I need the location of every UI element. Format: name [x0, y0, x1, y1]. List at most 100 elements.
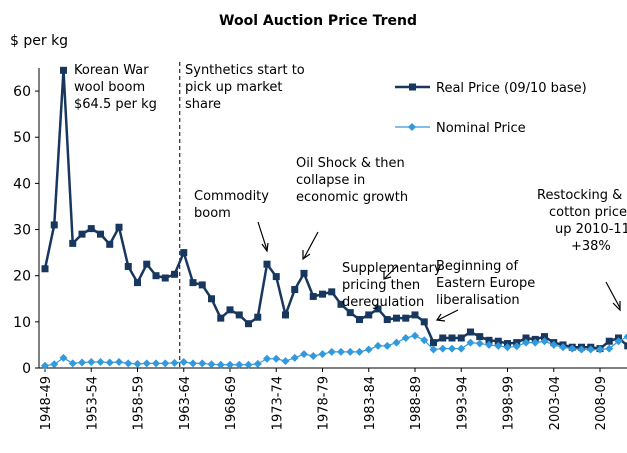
- marker: [420, 336, 429, 345]
- marker: [485, 336, 493, 344]
- legend-label: Nominal Price: [436, 121, 526, 136]
- annotation: $64.5 per kg: [74, 97, 157, 112]
- marker: [179, 358, 188, 366]
- marker: [328, 288, 336, 296]
- marker: [309, 292, 317, 300]
- y-tick-label: 60: [13, 84, 31, 100]
- marker: [133, 359, 142, 368]
- marker: [217, 314, 225, 322]
- marker: [393, 314, 400, 322]
- annotation: Korean War: [74, 63, 149, 78]
- marker: [420, 318, 428, 326]
- y-tick-label: 30: [13, 223, 31, 239]
- marker: [124, 359, 133, 368]
- marker: [281, 357, 290, 366]
- annotation: Oil Shock & then: [296, 156, 405, 171]
- marker: [253, 359, 262, 368]
- marker: [124, 262, 132, 270]
- marker: [346, 309, 354, 317]
- annotation: Eastern Europe: [436, 276, 535, 291]
- marker: [254, 313, 262, 321]
- marker: [161, 359, 170, 368]
- marker: [503, 343, 512, 352]
- annotation: up 2010-11: [555, 222, 627, 237]
- x-tick-label: 1963-64: [178, 376, 193, 430]
- marker: [263, 354, 271, 363]
- marker: [96, 358, 105, 366]
- x-tick-label: 1958-59: [132, 376, 147, 430]
- series-line: [44, 335, 627, 367]
- marker: [402, 314, 410, 322]
- marker: [161, 274, 169, 282]
- marker: [272, 354, 281, 363]
- marker: [97, 230, 104, 238]
- marker: [494, 341, 503, 350]
- annotation: wool boom: [74, 80, 145, 95]
- marker: [623, 333, 627, 340]
- marker: [392, 338, 401, 347]
- annotation: Restocking &: [537, 188, 622, 203]
- annotation: pricing then: [342, 278, 420, 293]
- marker: [559, 343, 567, 352]
- marker: [494, 337, 502, 345]
- marker: [596, 345, 604, 354]
- x-tick-label: 2003-04: [548, 376, 563, 430]
- marker: [319, 290, 326, 298]
- marker: [466, 338, 475, 347]
- marker: [430, 339, 437, 347]
- marker: [115, 358, 123, 366]
- marker: [383, 341, 392, 350]
- y-tick-label: 50: [13, 130, 31, 146]
- marker: [540, 337, 549, 346]
- marker: [245, 320, 252, 328]
- y-tick-label: 10: [13, 315, 31, 331]
- marker: [374, 341, 382, 350]
- marker: [355, 347, 364, 356]
- marker: [180, 249, 188, 257]
- marker: [69, 239, 77, 247]
- marker: [448, 334, 456, 342]
- marker: [439, 334, 447, 342]
- marker: [586, 345, 595, 354]
- marker: [290, 353, 299, 362]
- marker: [226, 306, 234, 314]
- marker: [531, 338, 540, 347]
- arrows: [257, 221, 621, 322]
- annotation: pick up market: [185, 80, 282, 95]
- annotation: boom: [194, 206, 231, 221]
- annotation: Commodity: [194, 189, 269, 204]
- x-tick-label: 1978-79: [317, 376, 332, 430]
- marker: [605, 337, 613, 345]
- marker: [291, 286, 299, 294]
- marker: [142, 359, 151, 368]
- x-tick-label: 1973-74: [270, 376, 285, 430]
- series-line: [43, 70, 627, 350]
- marker: [170, 358, 179, 367]
- marker: [364, 345, 373, 354]
- marker: [60, 66, 67, 74]
- marker: [152, 359, 160, 368]
- annotation: economic growth: [296, 190, 408, 205]
- marker: [411, 311, 419, 319]
- marker: [263, 260, 271, 268]
- marker: [318, 350, 327, 359]
- marker: [467, 328, 474, 336]
- marker: [457, 344, 466, 353]
- marker: [87, 225, 95, 233]
- chart-title: Wool Auction Price Trend: [219, 13, 417, 29]
- marker: [327, 347, 336, 356]
- marker: [41, 361, 49, 370]
- marker: [272, 273, 280, 281]
- annotation: deregulation: [342, 295, 424, 310]
- marker: [614, 337, 623, 346]
- marker: [485, 340, 493, 349]
- marker: [105, 358, 114, 367]
- marker: [59, 353, 68, 362]
- marker: [171, 270, 178, 278]
- marker: [356, 316, 363, 324]
- marker: [143, 260, 151, 268]
- marker: [541, 333, 548, 341]
- marker: [198, 281, 206, 289]
- y-axis-label: $ per kg: [10, 33, 68, 49]
